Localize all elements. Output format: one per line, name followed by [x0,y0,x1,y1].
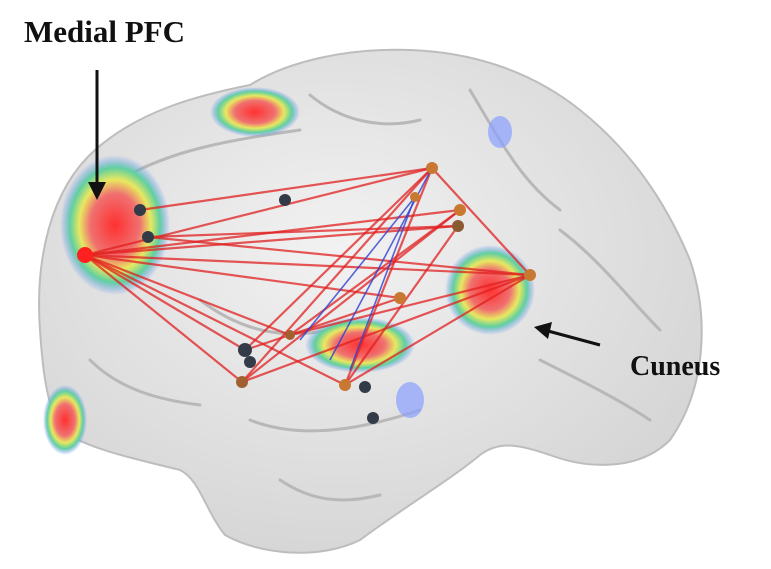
node [236,376,248,388]
brain-figure: Medial PFC Cuneus [0,0,771,569]
node [452,220,464,232]
figure: Medial PFC Cuneus [0,0,771,569]
node [279,194,291,206]
node [238,343,252,357]
activation-blob [210,87,300,137]
activation-blob [43,385,87,455]
node [77,247,93,263]
node [134,204,146,216]
region-label: Cuneus [630,351,720,382]
node [410,192,420,202]
node [339,379,351,391]
brain-surface [39,50,702,553]
node [359,381,371,393]
node [394,292,406,304]
activation-blob [396,382,424,418]
region-label: Medial PFC [24,14,185,49]
node [142,231,154,243]
node [524,269,536,281]
node [367,412,379,424]
node [285,330,295,340]
node [454,204,466,216]
node [426,162,438,174]
node [244,356,256,368]
activation-blob [488,116,512,148]
